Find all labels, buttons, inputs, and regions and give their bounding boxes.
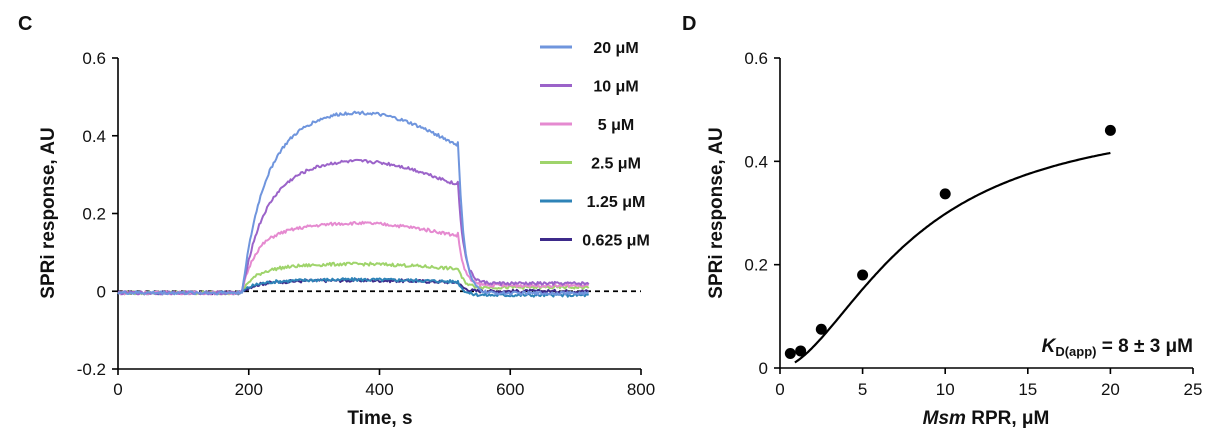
- panel-d-x-tick-label: 20: [1101, 380, 1120, 399]
- kd-annotation-k: K: [1042, 336, 1057, 357]
- panel-c-x-tick-label: 800: [627, 380, 655, 399]
- panel-d-y-tick-label: 0: [759, 359, 768, 378]
- kd-annotation-rest: = 8 ± 3 μM: [1096, 336, 1193, 357]
- panel-d-label: D: [682, 13, 696, 35]
- sensorgram-line: [117, 110, 589, 296]
- panel-c-y-tick-label: 0.4: [82, 127, 106, 146]
- sensorgram-line: [117, 158, 590, 296]
- legend-label: 5 μM: [598, 117, 634, 134]
- sensorgram-line: [117, 261, 590, 296]
- panel-c-y-tick-label: -0.2: [77, 360, 106, 379]
- panel-c-x-tick-label: 0: [113, 380, 122, 399]
- legend-label: 10 μM: [593, 79, 638, 96]
- data-point: [784, 348, 796, 360]
- data-point: [815, 323, 827, 335]
- panel-c-y-tick-label: 0.6: [82, 49, 106, 68]
- panel-c-y-label: SPRi response, AU: [38, 127, 59, 298]
- panel-c: C SPRi response, AU Time, s 0 200 400 600 80…: [18, 13, 655, 429]
- panel-d-y-label: SPRi response, AU: [706, 127, 727, 298]
- panel-d-x-label-rest: RPR, μM: [966, 408, 1049, 429]
- legend-label: 2.5 μM: [591, 156, 641, 173]
- panel-d-y-tick-label: 0.2: [744, 256, 768, 275]
- panel-c-x-tick-label: 200: [235, 380, 263, 399]
- panel-d: D SPRi response, AU Msm RPR, μM 0 5 10 15 20…: [682, 13, 1202, 429]
- panel-c-x-tick-label: 400: [365, 380, 393, 399]
- panel-d-x-tick-label: 5: [858, 380, 867, 399]
- panel-c-y-tick-label: 0: [97, 282, 106, 301]
- data-point: [857, 269, 869, 281]
- panel-c-y-tick-label: 0.2: [82, 205, 106, 224]
- panel-d-y-tick-label: 0.6: [744, 49, 768, 68]
- panel-d-x-label-italic: Msm: [923, 408, 966, 429]
- panel-c-label: C: [18, 13, 32, 35]
- panel-d-x-tick-label: 0: [775, 380, 784, 399]
- panel-d-x-tick-label: 25: [1184, 380, 1203, 399]
- panel-d-x-label: Msm RPR, μM: [923, 408, 1050, 429]
- panel-d-y-tick-label: 0.4: [744, 152, 768, 171]
- data-point: [1104, 124, 1116, 136]
- kd-annotation-sub: D(app): [1055, 344, 1096, 359]
- legend-label: 0.625 μM: [582, 233, 650, 250]
- data-point: [795, 345, 807, 357]
- fit-curve: [794, 151, 1111, 364]
- kd-annotation: KD(app) = 8 ± 3 μM: [1042, 336, 1193, 359]
- panel-d-x-tick-label: 10: [936, 380, 955, 399]
- data-point: [939, 188, 951, 200]
- panel-c-x-tick-label: 600: [496, 380, 524, 399]
- legend-label: 20 μM: [593, 40, 638, 57]
- panel-d-x-tick-label: 15: [1018, 380, 1037, 399]
- panel-c-x-label: Time, s: [347, 408, 412, 429]
- legend-label: 1.25 μM: [587, 194, 646, 211]
